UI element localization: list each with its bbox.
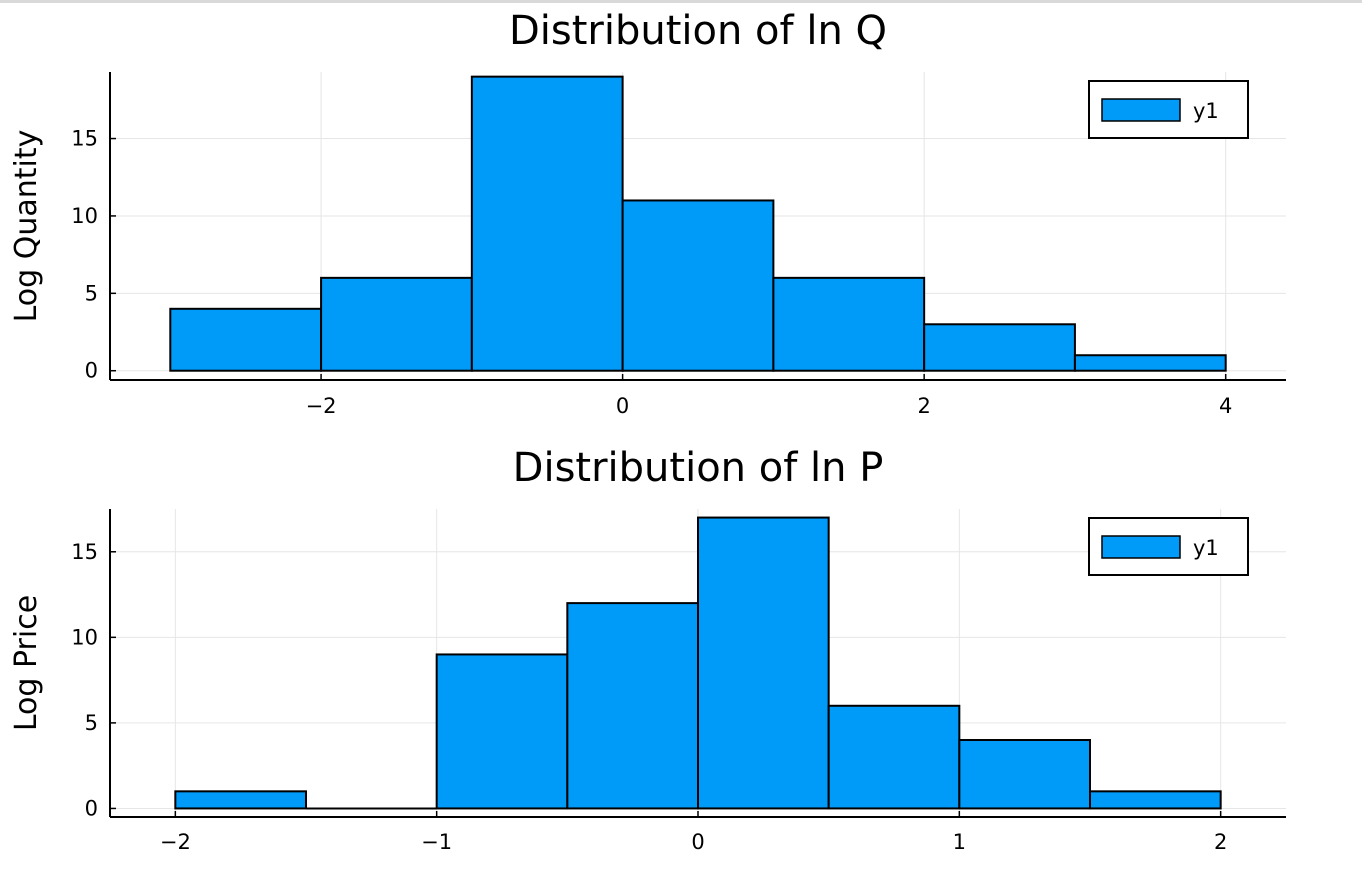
x-tick-label: 1 xyxy=(953,830,966,854)
legend-swatch xyxy=(1101,98,1181,122)
histogram-bar xyxy=(827,704,961,810)
y-tick-label: 15 xyxy=(71,127,98,151)
histogram-bar xyxy=(1073,354,1227,372)
x-tick-label: −2 xyxy=(306,394,337,418)
y-axis-label: Log Quantity xyxy=(9,130,44,323)
histogram-bar xyxy=(174,790,307,810)
histogram-bar xyxy=(772,276,926,372)
y-tick-label: 15 xyxy=(71,540,98,564)
x-tick-label: −1 xyxy=(421,830,452,854)
y-axis-label: Log Price xyxy=(9,595,44,731)
chart-title: Distribution of ln Q xyxy=(509,8,887,54)
legend-label: y1 xyxy=(1193,99,1219,123)
y-tick-label: 0 xyxy=(85,359,98,383)
legend-swatch xyxy=(1101,535,1181,559)
y-tick-label: 10 xyxy=(71,625,98,649)
legend: y1 xyxy=(1088,517,1249,576)
histogram-bar xyxy=(697,516,830,810)
histogram-bar xyxy=(923,323,1076,372)
x-tick-label: 2 xyxy=(917,394,930,418)
x-tick-label: 4 xyxy=(1219,394,1232,418)
histogram-bar xyxy=(435,653,569,810)
y-tick-label: 10 xyxy=(71,204,98,228)
y-tick-label: 0 xyxy=(85,796,98,820)
histogram-bar xyxy=(470,75,624,372)
histogram-bar xyxy=(566,602,699,810)
x-tick-label: 0 xyxy=(616,394,629,418)
subplot-1: −2 0 2 4 0 5 10 15 Distribution of ln Q Log Quant… xyxy=(9,8,1286,418)
x-tick-label: 0 xyxy=(691,830,704,854)
legend-label: y1 xyxy=(1193,536,1219,560)
window-top-border xyxy=(0,0,1362,3)
histogram-bar xyxy=(621,199,775,372)
subplot-2: −2 −1 0 1 2 0 5 10 15 Distribution of ln P Log Pri… xyxy=(9,445,1286,854)
y-tick-label: 5 xyxy=(85,281,98,305)
x-tick-label: −2 xyxy=(160,830,191,854)
y-tick-label: 5 xyxy=(85,711,98,735)
chart-title: Distribution of ln P xyxy=(513,445,884,491)
histogram-bar xyxy=(958,739,1091,810)
x-tick-label: 2 xyxy=(1214,830,1227,854)
histogram-bar xyxy=(1089,790,1222,810)
legend: y1 xyxy=(1088,80,1249,139)
histogram-bar xyxy=(320,276,473,372)
histogram-bar xyxy=(169,307,323,372)
